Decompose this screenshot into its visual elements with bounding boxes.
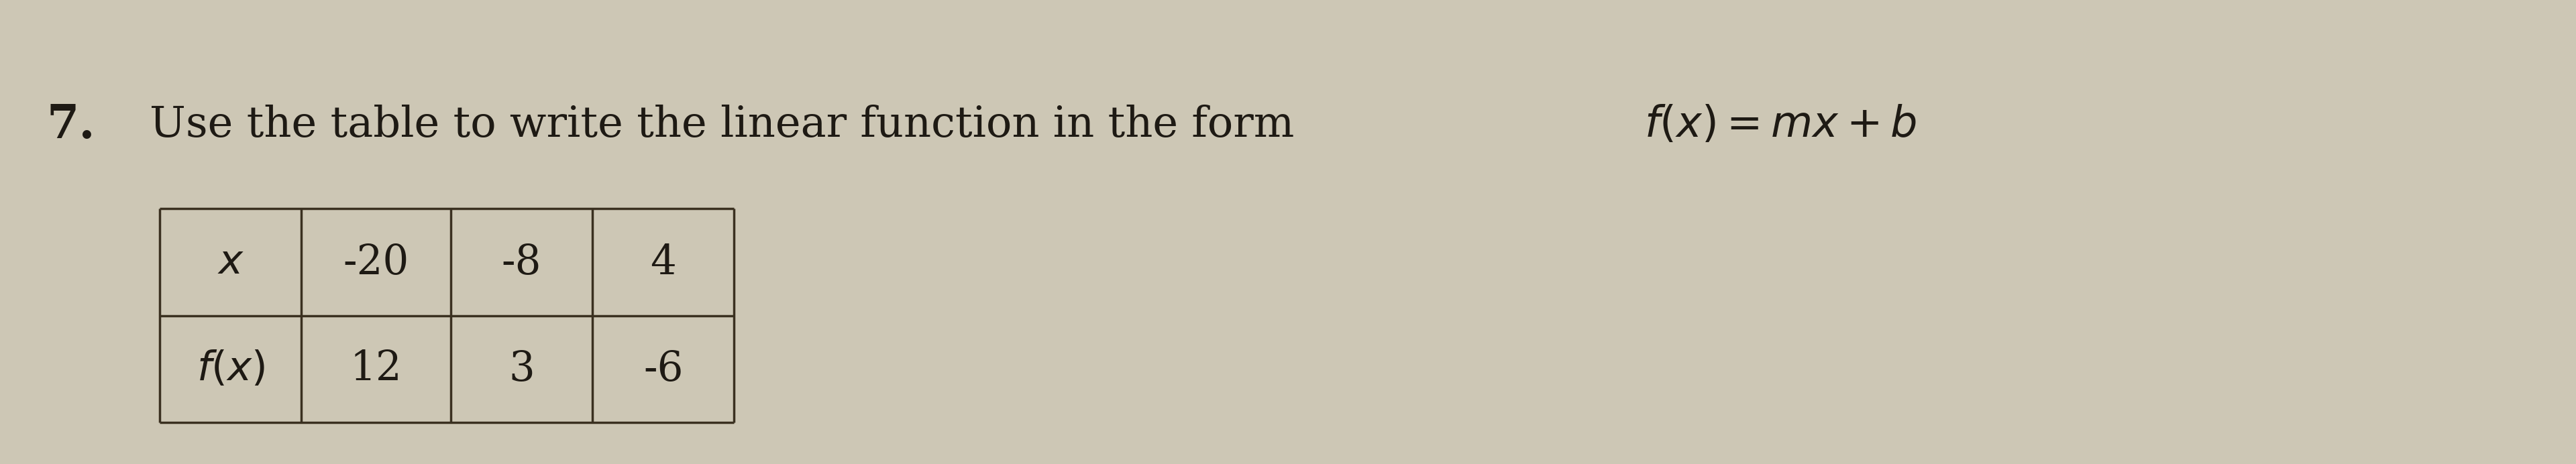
Text: $f(x)$: $f(x)$ xyxy=(196,349,265,389)
Text: 12: 12 xyxy=(350,349,402,389)
Text: -8: -8 xyxy=(502,242,541,282)
Text: 3: 3 xyxy=(507,349,536,389)
Text: -20: -20 xyxy=(343,242,410,282)
Text: Use the table to write the linear function in the form: Use the table to write the linear functi… xyxy=(149,105,1309,146)
Text: -6: -6 xyxy=(644,349,683,389)
Text: 7.: 7. xyxy=(46,103,95,148)
Text: 4: 4 xyxy=(649,242,677,282)
Text: $x$: $x$ xyxy=(216,242,245,282)
Text: $f(x) = mx + b$: $f(x) = mx + b$ xyxy=(1643,105,1917,146)
